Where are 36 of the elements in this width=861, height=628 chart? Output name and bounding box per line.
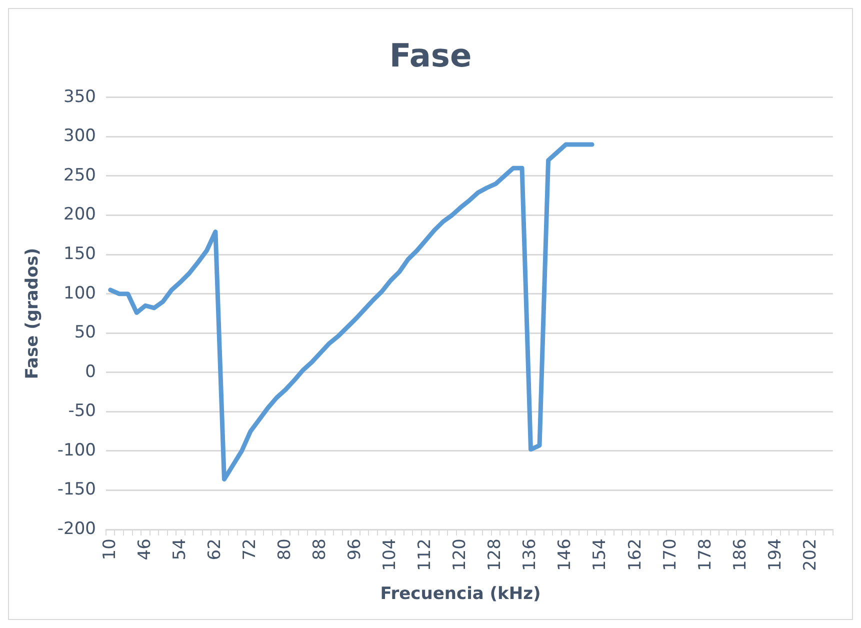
x-tick-label: 136 bbox=[520, 538, 540, 572]
x-tick-label: 194 bbox=[765, 538, 786, 572]
x-tick-label: 72 bbox=[240, 538, 260, 560]
x-tick-label: 54 bbox=[170, 538, 190, 560]
x-tick-label: 154 bbox=[590, 538, 610, 572]
x-tick-label: 112 bbox=[415, 538, 436, 572]
x-axis-title: Frecuencia (kHz) bbox=[379, 584, 542, 604]
y-tick-label: -200 bbox=[57, 518, 96, 539]
x-tick-label: 96 bbox=[345, 538, 366, 560]
y-tick-label: 350 bbox=[64, 86, 96, 107]
y-tick-label: -100 bbox=[57, 440, 96, 460]
chart-title: Fase bbox=[389, 36, 472, 75]
x-tick-label: 88 bbox=[310, 538, 330, 560]
x-tick-label: 186 bbox=[730, 538, 750, 572]
x-tick-label: 62 bbox=[204, 538, 225, 560]
x-tick-label: 128 bbox=[485, 538, 506, 572]
x-tick-label: 46 bbox=[134, 538, 155, 560]
x-tick-label: 178 bbox=[695, 538, 716, 572]
x-tick-label: 10 bbox=[100, 538, 120, 560]
y-tick-label: 300 bbox=[64, 126, 96, 146]
y-tick-label: 250 bbox=[64, 165, 96, 186]
y-tick-label: 100 bbox=[64, 283, 96, 304]
x-tick-label: 120 bbox=[450, 538, 470, 572]
y-tick-label: 150 bbox=[64, 244, 96, 264]
x-tick-label: 80 bbox=[274, 538, 295, 560]
x-tick-label: 202 bbox=[800, 538, 820, 572]
y-tick-label: -150 bbox=[57, 480, 96, 500]
y-axis-title: Fase (grados) bbox=[22, 248, 43, 380]
y-tick-label: 200 bbox=[64, 204, 96, 225]
x-tick-label: 104 bbox=[380, 538, 400, 572]
y-tick-label: -50 bbox=[68, 401, 96, 422]
x-tick-label: 170 bbox=[660, 538, 680, 572]
y-tick-label: 50 bbox=[74, 322, 96, 343]
y-tick-label: 0 bbox=[85, 362, 96, 382]
x-tick-label: 146 bbox=[555, 538, 576, 572]
x-tick-label: 162 bbox=[625, 538, 646, 572]
